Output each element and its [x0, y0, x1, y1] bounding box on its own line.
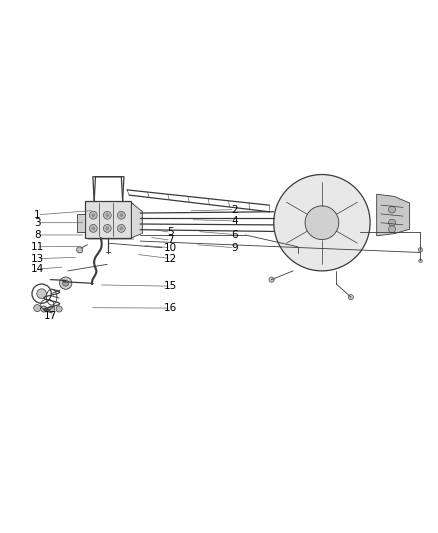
Circle shape — [131, 216, 141, 227]
Text: 3: 3 — [34, 217, 41, 228]
Circle shape — [92, 227, 95, 230]
Circle shape — [106, 227, 109, 230]
Circle shape — [103, 224, 111, 232]
Circle shape — [56, 306, 62, 312]
Polygon shape — [88, 203, 134, 240]
Circle shape — [348, 295, 353, 300]
Polygon shape — [77, 214, 85, 232]
Circle shape — [274, 174, 370, 271]
Circle shape — [135, 221, 141, 226]
Circle shape — [117, 224, 125, 232]
Polygon shape — [377, 194, 410, 236]
Polygon shape — [131, 203, 142, 238]
Circle shape — [389, 206, 396, 213]
Text: 1: 1 — [34, 210, 41, 220]
Text: 15: 15 — [164, 281, 177, 291]
Circle shape — [419, 259, 422, 263]
Circle shape — [34, 304, 41, 312]
Circle shape — [120, 227, 123, 230]
Circle shape — [269, 277, 274, 282]
Polygon shape — [85, 201, 131, 238]
Text: 7: 7 — [167, 235, 174, 245]
Circle shape — [89, 211, 97, 219]
Text: 10: 10 — [164, 243, 177, 253]
Text: 13: 13 — [31, 254, 44, 264]
Circle shape — [92, 214, 95, 217]
Text: 6: 6 — [231, 230, 238, 239]
Circle shape — [77, 247, 83, 253]
Circle shape — [103, 211, 111, 219]
Text: 17: 17 — [44, 311, 57, 321]
Circle shape — [49, 306, 55, 312]
Text: 14: 14 — [31, 264, 44, 274]
Circle shape — [418, 248, 423, 252]
Circle shape — [305, 206, 339, 239]
Circle shape — [106, 214, 109, 217]
Text: 4: 4 — [231, 216, 238, 226]
Text: 8: 8 — [34, 230, 41, 240]
Circle shape — [120, 214, 123, 217]
Circle shape — [389, 226, 396, 233]
Text: 9: 9 — [231, 243, 238, 253]
Text: 12: 12 — [164, 254, 177, 264]
Circle shape — [389, 219, 396, 226]
Circle shape — [63, 280, 69, 286]
Circle shape — [89, 224, 97, 232]
Circle shape — [37, 289, 46, 298]
Text: 11: 11 — [31, 242, 44, 252]
Text: 2: 2 — [231, 205, 238, 215]
Text: 5: 5 — [167, 228, 174, 237]
Circle shape — [60, 277, 72, 289]
Circle shape — [41, 306, 47, 312]
Text: 16: 16 — [164, 303, 177, 313]
Circle shape — [117, 211, 125, 219]
